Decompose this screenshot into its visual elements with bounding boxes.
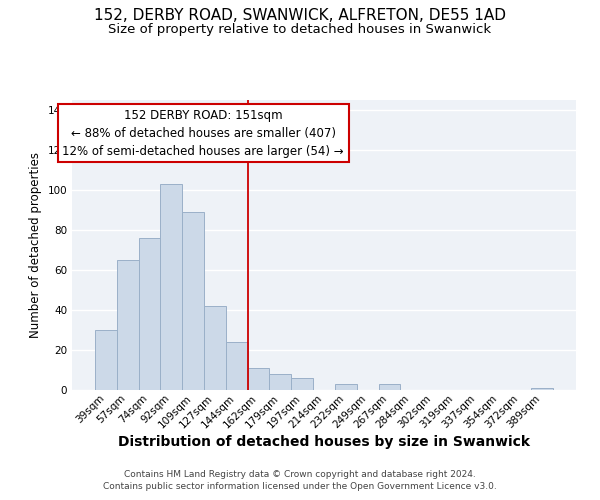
Text: Contains HM Land Registry data © Crown copyright and database right 2024.: Contains HM Land Registry data © Crown c… [124,470,476,479]
Bar [269,374,291,390]
Bar [139,238,160,390]
Text: 152 DERBY ROAD: 151sqm
← 88% of detached houses are smaller (407)
12% of semi-de: 152 DERBY ROAD: 151sqm ← 88% of detached… [62,108,344,158]
Y-axis label: Number of detached properties: Number of detached properties [29,152,42,338]
Bar [117,260,139,390]
X-axis label: Distribution of detached houses by size in Swanwick: Distribution of detached houses by size … [118,435,530,449]
Bar [182,212,204,390]
Bar [335,384,357,390]
Bar [226,342,248,390]
Bar [204,306,226,390]
Text: Contains public sector information licensed under the Open Government Licence v3: Contains public sector information licen… [103,482,497,491]
Bar [531,388,553,390]
Bar [379,384,400,390]
Text: 152, DERBY ROAD, SWANWICK, ALFRETON, DE55 1AD: 152, DERBY ROAD, SWANWICK, ALFRETON, DE5… [94,8,506,22]
Bar [95,330,117,390]
Text: Size of property relative to detached houses in Swanwick: Size of property relative to detached ho… [109,22,491,36]
Bar [248,368,269,390]
Bar [160,184,182,390]
Bar [291,378,313,390]
